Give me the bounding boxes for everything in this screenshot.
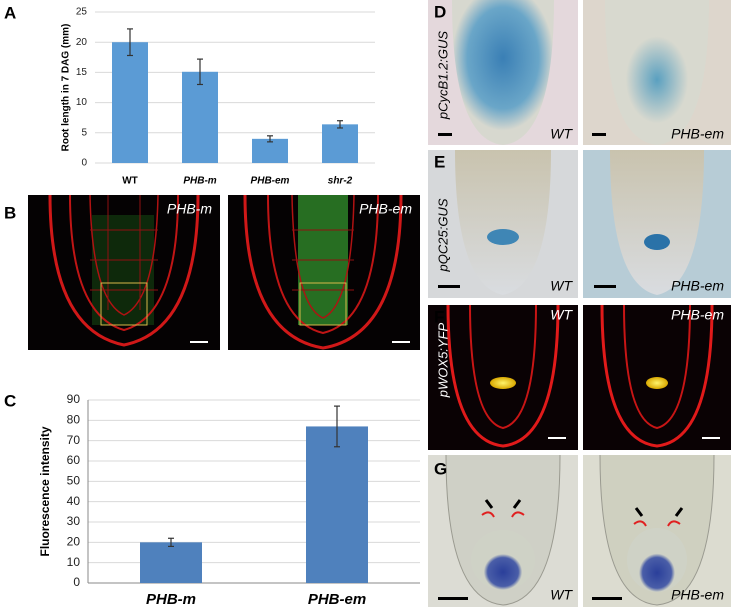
image-label: PHB-em xyxy=(359,201,412,217)
y-tick-label: 0 xyxy=(73,575,80,589)
image-label: PHB-em xyxy=(671,278,724,294)
y-tick-label: 15 xyxy=(76,67,88,78)
image-label: WT xyxy=(550,307,573,323)
bar xyxy=(182,71,218,163)
bar xyxy=(306,426,368,583)
image-label: WT xyxy=(550,278,573,294)
bar xyxy=(322,124,358,163)
y-tick-label: 70 xyxy=(67,433,81,447)
panel-label: B xyxy=(4,203,16,222)
y-tick-label: 10 xyxy=(67,555,81,569)
y-tick-label: 80 xyxy=(67,413,81,427)
x-tick-label: PHB-em xyxy=(308,591,366,607)
image-label: PHB-em xyxy=(671,126,724,142)
panel-label: F xyxy=(434,307,444,326)
y-tick-label: 30 xyxy=(67,514,81,528)
panel-g: G WT PHB-em xyxy=(428,454,731,607)
x-tick-label: shr-2 xyxy=(328,176,353,187)
bar xyxy=(252,138,288,163)
y-tick-label: 0 xyxy=(81,158,87,169)
microscopy-b2: PHB-em xyxy=(228,194,420,350)
panel-label: A xyxy=(4,3,16,22)
y-tick-label: 90 xyxy=(67,392,81,406)
panel-label: E xyxy=(434,152,445,171)
x-tick-label: PHB-em xyxy=(251,176,290,187)
panel-f: F pWOX5:YFP WT PHB-em xyxy=(428,304,731,450)
microscopy-b1: PHB-m xyxy=(28,194,220,350)
panel-label: D xyxy=(434,2,446,21)
reporter-label: pWOX5:YFP xyxy=(435,322,450,398)
reporter-label: pCycB1.2:GUS xyxy=(435,31,450,120)
x-tick-label: WT xyxy=(122,176,138,187)
panel-label: G xyxy=(434,459,447,478)
image-label: WT xyxy=(550,126,573,142)
image-label: PHB-m xyxy=(167,201,212,217)
y-tick-label: 50 xyxy=(67,474,81,488)
panel-d: D pCycB1.2:GUS WT PHB-em xyxy=(428,0,731,145)
y-tick-label: 40 xyxy=(67,494,81,508)
y-tick-label: 25 xyxy=(76,7,88,18)
y-tick-label: 20 xyxy=(76,37,88,48)
x-tick-label: PHB-m xyxy=(183,176,216,187)
image-label: WT xyxy=(550,587,573,603)
y-axis-label: Fluorescence intensity xyxy=(38,426,52,556)
x-tick-label: PHB-m xyxy=(146,591,196,607)
y-tick-label: 10 xyxy=(76,97,88,108)
image-label: PHB-em xyxy=(671,307,724,323)
bar xyxy=(112,42,148,164)
y-tick-label: 60 xyxy=(67,453,81,467)
bar xyxy=(140,542,202,583)
y-tick-label: 5 xyxy=(81,127,87,138)
y-tick-label: 20 xyxy=(67,535,81,549)
reporter-label: pQC25:GUS xyxy=(435,198,450,272)
y-axis-label: Root length in 7 DAG (mm) xyxy=(61,24,72,152)
image-label: PHB-em xyxy=(671,587,724,603)
panel-e: E pQC25:GUS WT PHB-em xyxy=(428,150,731,298)
panel-label: C xyxy=(4,391,16,410)
